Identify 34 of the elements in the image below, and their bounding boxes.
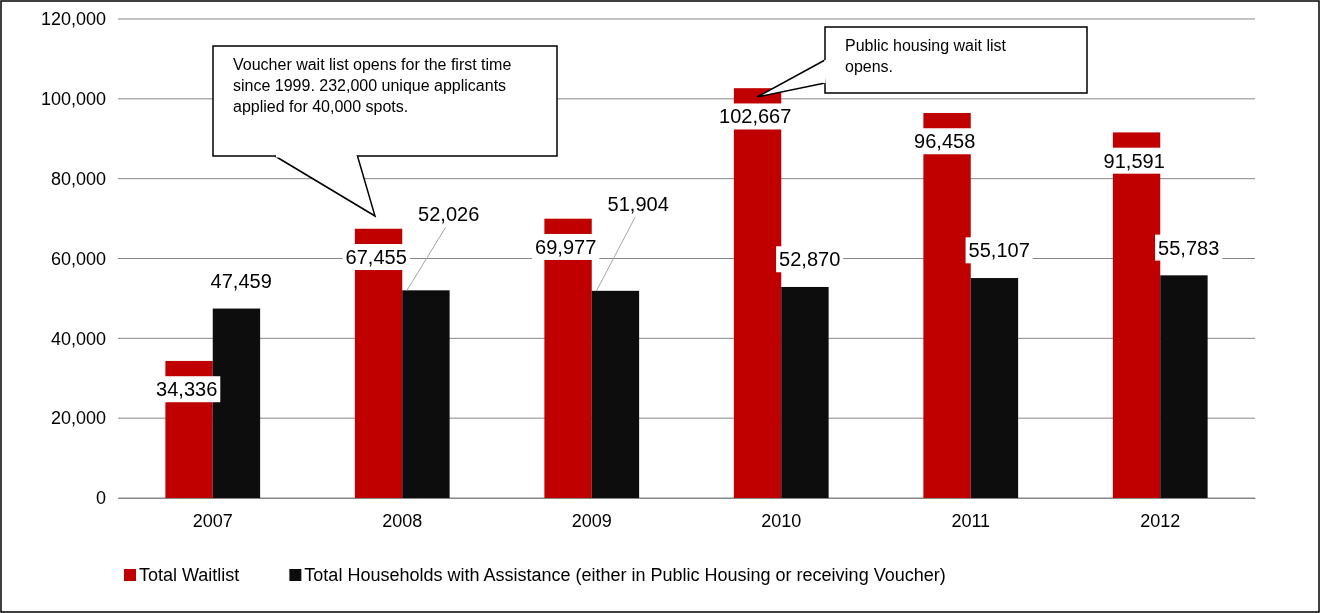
data-label: 52,870: [779, 248, 841, 271]
data-label: 52,026: [418, 203, 480, 226]
y-tick-label: 100,000: [40, 89, 106, 110]
data-label: 67,455: [345, 246, 407, 269]
data-label: 51,904: [607, 193, 669, 216]
x-tick-label: 2009: [571, 510, 612, 531]
data-label: 47,459: [210, 269, 272, 292]
bar: [1160, 275, 1208, 498]
y-tick-label: 120,000: [40, 9, 106, 30]
data-label: 34,336: [156, 378, 218, 401]
x-tick-label: 2007: [192, 510, 233, 531]
annotation: Voucher wait list opens for the first time since 1999. 232,000 unique applicants applied for 40,000 spots.: [233, 56, 512, 115]
data-label: 96,458: [914, 130, 976, 153]
y-tick-label: 0: [95, 488, 106, 509]
x-tick-label: 2010: [761, 510, 802, 531]
bar: [970, 278, 1019, 498]
y-tick-label: 60,000: [50, 248, 106, 269]
bar: [402, 290, 450, 498]
data-label: 69,977: [535, 235, 597, 258]
y-tick-label: 20,000: [50, 408, 106, 429]
x-tick-label: 2012: [1140, 510, 1181, 531]
data-label: 102,667: [719, 105, 792, 128]
data-label: 91,591: [1103, 149, 1165, 172]
x-tick-label: 2011: [951, 510, 991, 531]
legend-label: Total Households with Assistance (either in Public Housing or receiving Voucher): [304, 564, 946, 585]
legend-label: Total Waitlist: [139, 564, 240, 585]
annotation: Public housing wait list opens.: [845, 37, 1007, 75]
bar: [781, 286, 829, 498]
y-tick-label: 80,000: [50, 168, 106, 189]
data-label: 55,107: [968, 239, 1030, 262]
x-tick-label: 2008: [382, 510, 423, 531]
data-label: 55,783: [1158, 236, 1220, 259]
bar: [591, 290, 640, 498]
y-tick-label: 40,000: [50, 328, 106, 349]
